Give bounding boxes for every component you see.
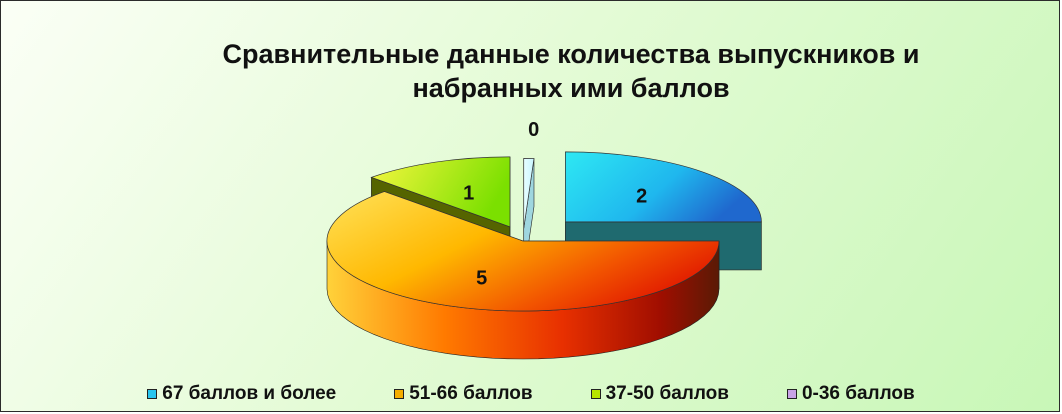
- legend-item-0: 67 баллов и более: [147, 383, 336, 405]
- pie-slice-0-top: [565, 151, 762, 223]
- data-label-3: 0: [528, 119, 539, 141]
- legend-swatch-3: [786, 389, 797, 399]
- chart-title-line-1: Сравнительные данные количества выпускни…: [222, 39, 920, 69]
- pie-slice-2-top: [370, 156, 511, 228]
- legend-swatch-1: [394, 389, 405, 399]
- pie-slice-1-top: [326, 191, 720, 312]
- chart-title: Сравнительные данные количества выпускни…: [121, 37, 1021, 105]
- legend-item-2: 37-50 баллов: [590, 383, 729, 405]
- pie-slice-1: [326, 191, 720, 360]
- data-label-0: 2: [636, 186, 647, 208]
- legend-label-2: 37-50 баллов: [605, 383, 729, 404]
- legend-item-1: 51-66 баллов: [394, 383, 533, 405]
- pie-slice-3-top: [523, 158, 535, 229]
- data-label-1: 5: [476, 268, 487, 290]
- legend-label-0: 67 баллов и более: [162, 383, 337, 404]
- legend-item-3: 0-36 баллов: [786, 383, 915, 405]
- chart-legend: 67 баллов и более 51-66 баллов 37-50 бал…: [1, 381, 1059, 407]
- data-label-2: 1: [463, 182, 474, 204]
- legend-swatch-2: [590, 389, 601, 399]
- chart-title-line-2: набранных ими баллов: [412, 73, 730, 103]
- legend-swatch-0: [147, 389, 158, 399]
- legend-label-1: 51-66 баллов: [409, 383, 533, 404]
- legend-label-3: 0-36 баллов: [801, 383, 915, 404]
